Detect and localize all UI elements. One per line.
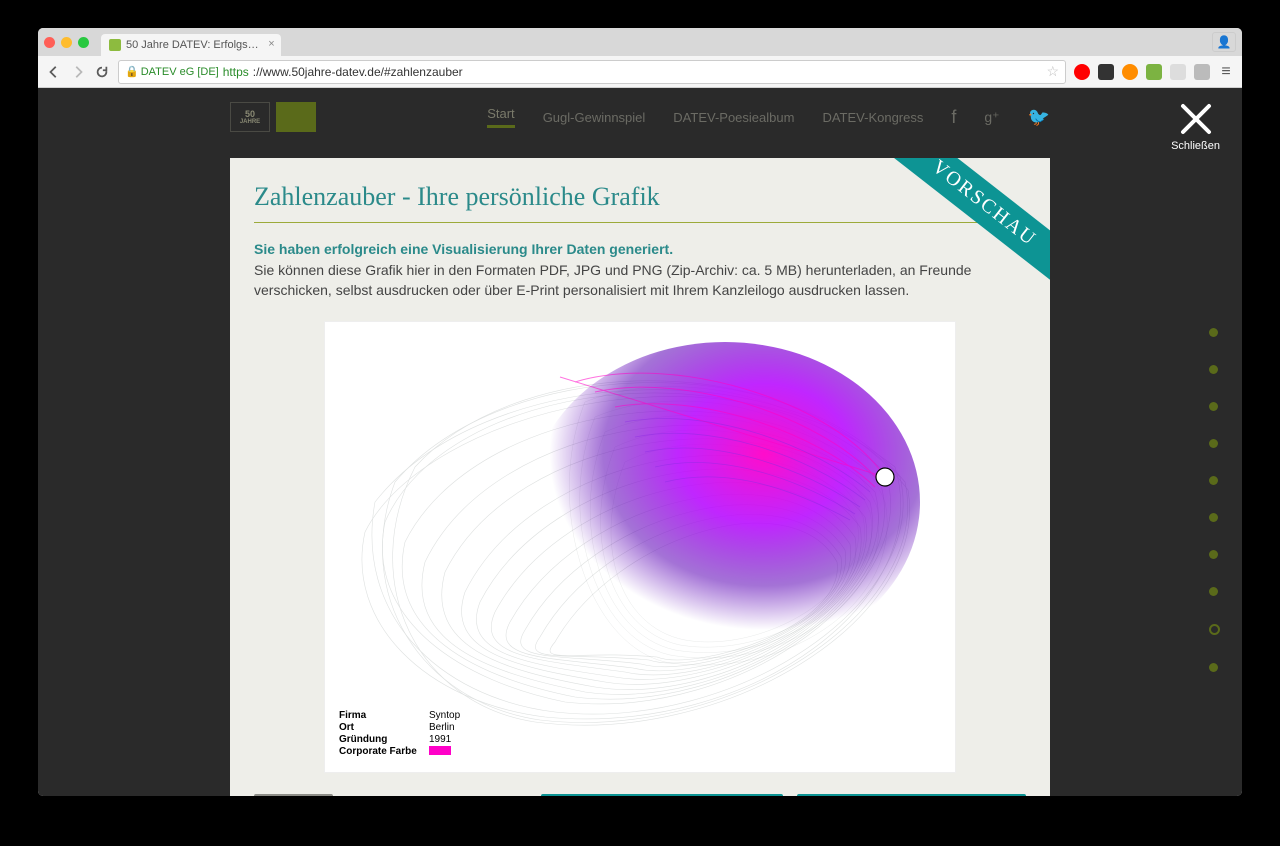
step-dot[interactable] <box>1209 550 1218 559</box>
url-input[interactable]: 🔒 DATEV eG [DE] https ://www.50jahre-date… <box>118 60 1066 84</box>
https-lock-icon: 🔒 DATEV eG [DE] <box>125 65 219 78</box>
step-dot[interactable] <box>1209 402 1218 411</box>
close-window-icon[interactable] <box>44 37 55 48</box>
download-eprint-button[interactable]: Grafik für E-Print herunterladen <box>797 794 1026 796</box>
site-logo[interactable]: 50JAHRE <box>230 102 316 132</box>
extension-icon[interactable] <box>1122 64 1138 80</box>
download-plain-button[interactable]: Grafik ohne E-Print herunterladen <box>541 794 783 796</box>
step-dot[interactable] <box>1209 365 1218 374</box>
close-modal-button[interactable]: Schließen <box>1171 102 1220 152</box>
close-icon <box>1179 102 1213 136</box>
ribbon-label: VORSCHAU <box>870 158 1050 288</box>
meta-firma-value: Syntop <box>429 710 489 721</box>
tab-strip: 50 Jahre DATEV: Erfolgs… × 👤 <box>38 28 1242 56</box>
url-path: ://www.50jahre-datev.de/#zahlenzauber <box>253 65 463 79</box>
meta-farbe-label: Corporate Farbe <box>339 746 429 758</box>
nav-link-poesie[interactable]: DATEV-Poesiealbum <box>673 110 794 125</box>
reload-icon[interactable] <box>94 64 110 80</box>
browser-tab[interactable]: 50 Jahre DATEV: Erfolgs… × <box>101 34 281 56</box>
progress-stepper <box>1209 328 1220 672</box>
close-label: Schließen <box>1171 140 1220 152</box>
tab-close-icon[interactable]: × <box>268 38 274 50</box>
meta-ort-value: Berlin <box>429 722 489 733</box>
meta-ort-label: Ort <box>339 722 429 733</box>
page-viewport: 50JAHRE Start Gugl-Gewinnspiel DATEV-Poe… <box>38 88 1242 796</box>
facebook-icon[interactable]: f <box>951 107 956 128</box>
profile-button[interactable]: 👤 <box>1212 32 1236 52</box>
beenden-button[interactable]: beenden <box>254 794 333 796</box>
logo-text-top: 50 <box>245 109 255 119</box>
preview-modal: VORSCHAU Zahlenzauber - Ihre persönliche… <box>230 158 1050 796</box>
extension-icon[interactable] <box>1170 64 1186 80</box>
step-dot[interactable] <box>1209 328 1218 337</box>
maximize-window-icon[interactable] <box>78 37 89 48</box>
meta-firma-label: Firma <box>339 710 429 721</box>
modal-footer: beenden Was ist E-Print ? Grafik ohne E-… <box>254 794 1026 796</box>
bookmark-star-icon[interactable]: ☆ <box>1046 63 1059 80</box>
minimize-window-icon[interactable] <box>61 37 72 48</box>
twitter-icon[interactable]: 🐦 <box>1028 107 1050 128</box>
step-dot[interactable] <box>1209 439 1218 448</box>
extension-icon[interactable] <box>1194 64 1210 80</box>
step-dot[interactable] <box>1209 663 1218 672</box>
step-dot-current[interactable] <box>1209 624 1220 635</box>
https-org-label: DATEV eG [DE] <box>141 66 219 78</box>
nav-link-kongress[interactable]: DATEV-Kongress <box>822 110 923 125</box>
color-swatch <box>429 746 451 755</box>
menu-icon[interactable]: ≡ <box>1218 64 1234 80</box>
extension-icon[interactable] <box>1074 64 1090 80</box>
graphic-metadata: Firma Syntop Ort Berlin Gründung 1991 Co… <box>339 710 489 758</box>
preview-ribbon: VORSCHAU <box>850 158 1050 288</box>
logo-text-bottom: JAHRE <box>240 119 260 125</box>
step-dot[interactable] <box>1209 587 1218 596</box>
nav-link-start[interactable]: Start <box>487 106 514 128</box>
site-header: 50JAHRE Start Gugl-Gewinnspiel DATEV-Poe… <box>38 88 1242 146</box>
favicon-icon <box>109 39 121 51</box>
browser-window: 50 Jahre DATEV: Erfolgs… × 👤 🔒 DATEV eG … <box>38 28 1242 796</box>
extension-icons <box>1074 64 1210 80</box>
meta-gruendung-label: Gründung <box>339 734 429 745</box>
extension-icon[interactable] <box>1146 64 1162 80</box>
meta-gruendung-value: 1991 <box>429 734 489 745</box>
window-controls[interactable] <box>44 37 89 48</box>
generative-graphic <box>325 322 955 772</box>
googleplus-icon[interactable]: g⁺ <box>984 109 999 126</box>
extension-icon[interactable] <box>1098 64 1114 80</box>
graphic-canvas: Firma Syntop Ort Berlin Gründung 1991 Co… <box>325 322 955 772</box>
tab-title: 50 Jahre DATEV: Erfolgs… <box>126 39 259 51</box>
nav-link-gugl[interactable]: Gugl-Gewinnspiel <box>543 110 646 125</box>
datev-logo-icon <box>276 102 316 132</box>
address-bar: 🔒 DATEV eG [DE] https ://www.50jahre-date… <box>38 56 1242 88</box>
step-dot[interactable] <box>1209 476 1218 485</box>
forward-icon[interactable] <box>70 64 86 80</box>
step-dot[interactable] <box>1209 513 1218 522</box>
url-protocol: https <box>223 65 249 79</box>
back-icon[interactable] <box>46 64 62 80</box>
